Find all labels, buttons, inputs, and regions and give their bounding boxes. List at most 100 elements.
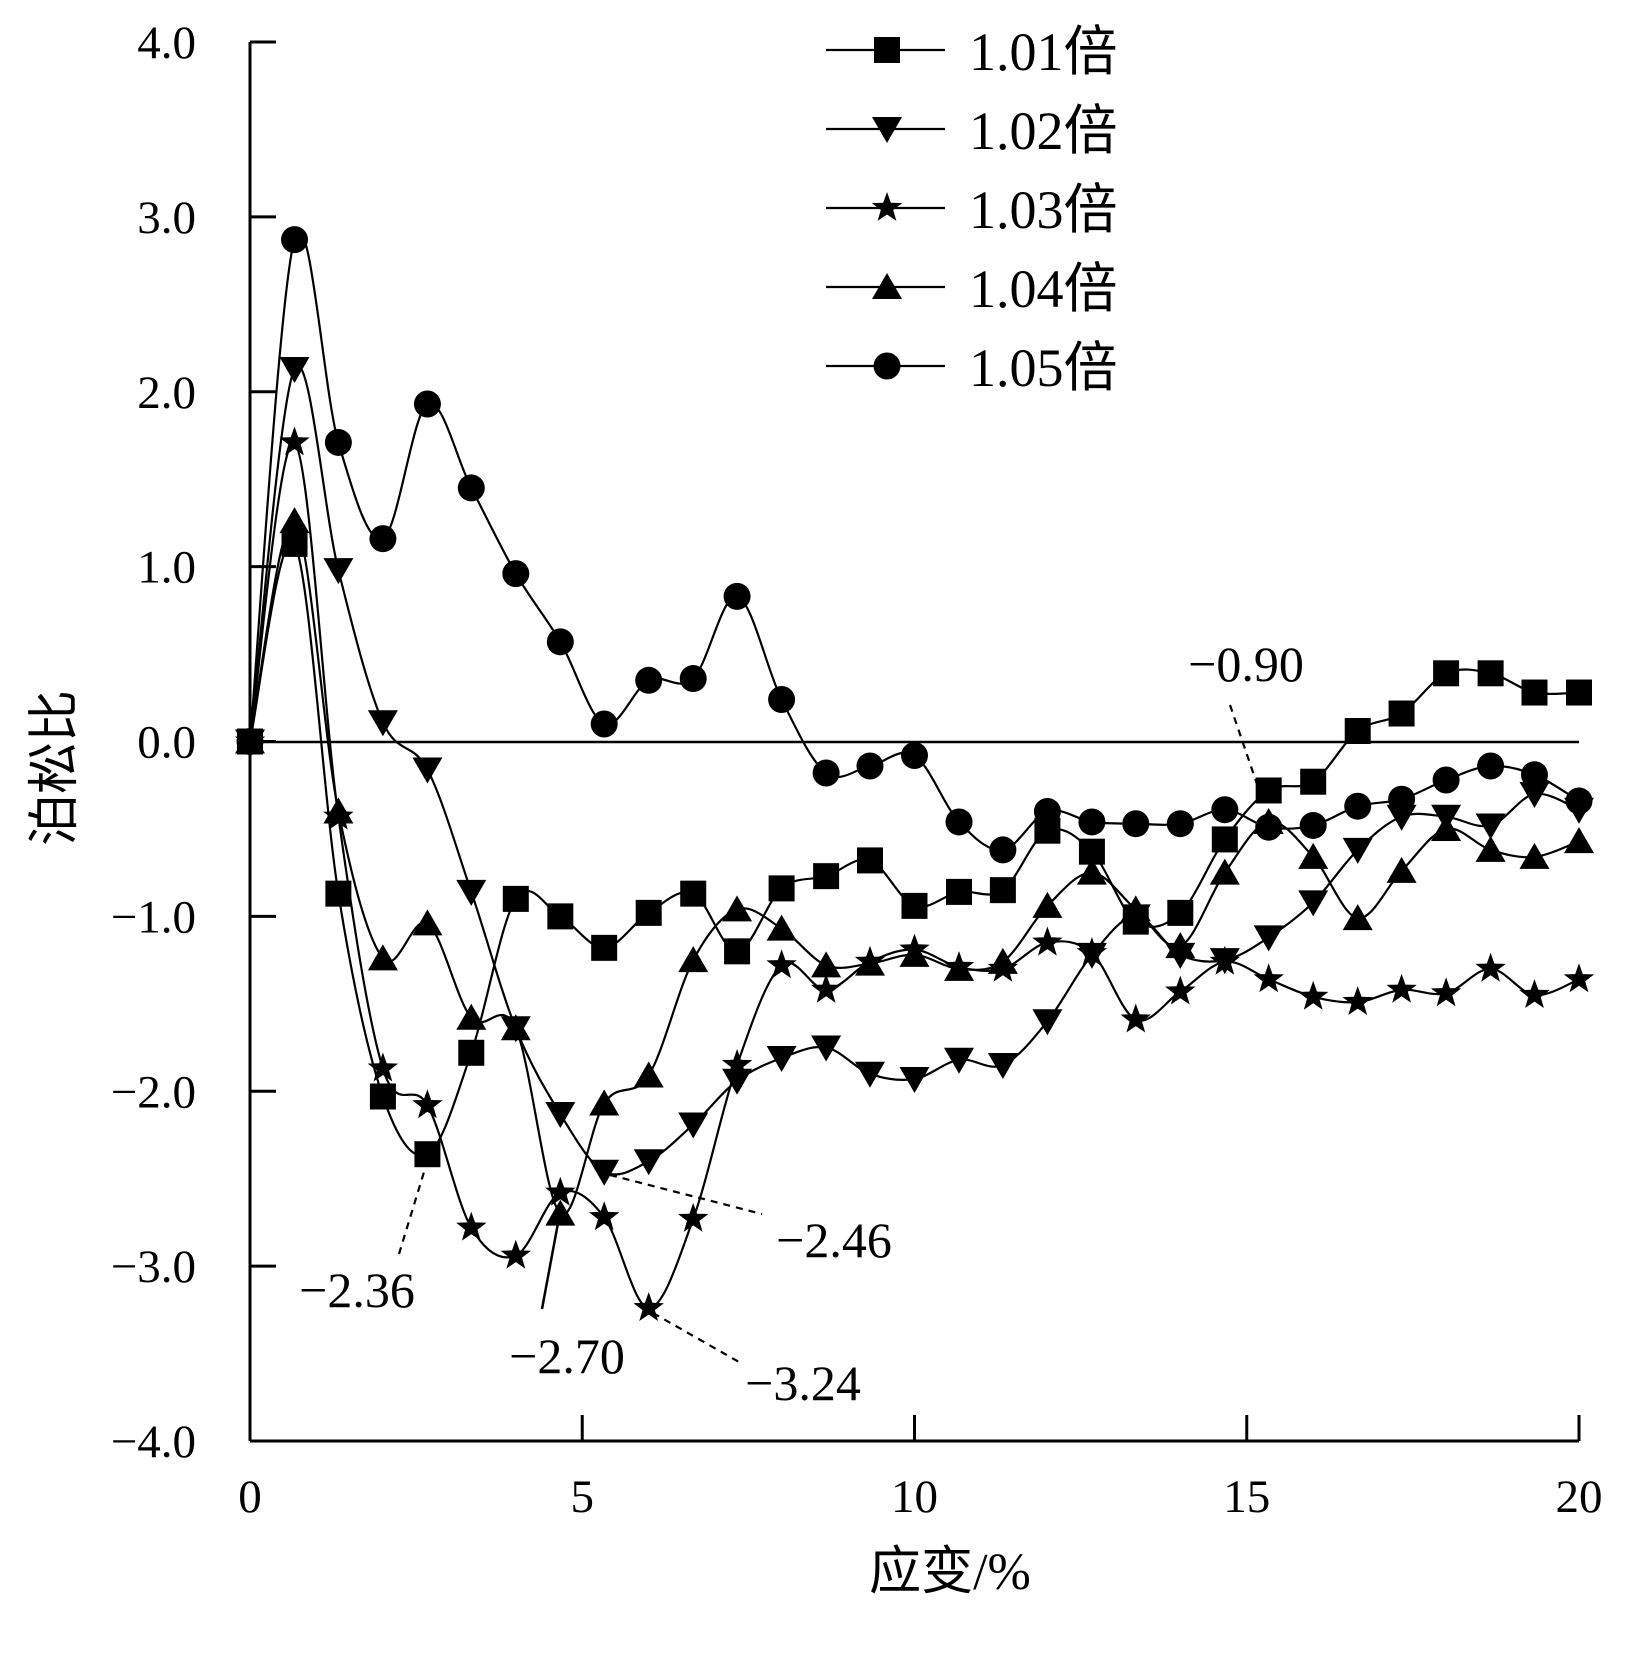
data-point-1-02 bbox=[1342, 837, 1373, 864]
data-point-1-04 bbox=[987, 947, 1018, 974]
data-point-1-01 bbox=[1167, 899, 1194, 926]
data-point-1-04 bbox=[1165, 932, 1196, 959]
data-point-1-01 bbox=[458, 1039, 485, 1066]
data-point-1-03 bbox=[721, 1049, 753, 1078]
data-point-1-04 bbox=[722, 895, 753, 922]
legend-star-icon bbox=[871, 192, 903, 221]
data-point-1-02 bbox=[678, 1112, 709, 1139]
data-point-1-03 bbox=[1475, 952, 1506, 982]
annotation-leader-line bbox=[652, 1312, 740, 1363]
data-point-1-01 bbox=[1433, 660, 1460, 687]
y-tick-label: −4.0 bbox=[111, 1416, 196, 1468]
legend-marker bbox=[873, 352, 901, 380]
data-point-1-02 bbox=[1519, 781, 1550, 808]
series-points-1-02 bbox=[235, 357, 1594, 1186]
data-point-1-05 bbox=[812, 759, 840, 787]
data-point-1-05 bbox=[1255, 813, 1283, 841]
data-point-1-05 bbox=[413, 390, 441, 418]
annotation-label: −2.46 bbox=[776, 1212, 892, 1268]
data-point-1-05 bbox=[856, 752, 884, 780]
series-points-1-03 bbox=[234, 426, 1595, 1321]
data-point-1-04 bbox=[500, 1014, 531, 1041]
data-point-1-03 bbox=[1563, 963, 1595, 993]
data-point-1-01 bbox=[1521, 679, 1548, 706]
data-point-1-01 bbox=[369, 1083, 396, 1110]
data-point-1-04 bbox=[1431, 814, 1462, 841]
data-point-1-04 bbox=[1209, 858, 1240, 885]
data-point-1-04 bbox=[854, 949, 885, 976]
data-point-1-01 bbox=[813, 863, 840, 890]
data-point-1-04 bbox=[633, 1061, 664, 1088]
data-point-1-03 bbox=[678, 1202, 709, 1232]
data-point-1-03 bbox=[1076, 937, 1108, 966]
data-point-1-05 bbox=[1520, 761, 1548, 789]
data-point-1-03 bbox=[1342, 986, 1373, 1015]
data-point-1-01 bbox=[1211, 826, 1238, 853]
annotation-label: −0.90 bbox=[1188, 636, 1304, 692]
data-point-1-03 bbox=[1032, 926, 1063, 956]
series-line-1-04 bbox=[248, 520, 1580, 1216]
data-point-1-01 bbox=[1477, 660, 1504, 687]
data-point-1-04 bbox=[1475, 835, 1506, 862]
legend-item: 1.04倍 bbox=[826, 259, 1118, 319]
data-point-1-04 bbox=[1342, 904, 1373, 931]
data-point-1-05 bbox=[1388, 785, 1416, 813]
data-point-1-03 bbox=[589, 1201, 620, 1231]
legend-triangle-up-icon bbox=[872, 273, 902, 299]
data-point-1-04 bbox=[766, 914, 797, 941]
annotation-label: −2.70 bbox=[509, 1328, 625, 1384]
data-point-1-04 bbox=[456, 1003, 487, 1030]
data-point-1-02 bbox=[854, 1061, 885, 1088]
data-point-1-03 bbox=[1386, 973, 1417, 1003]
data-point-1-01 bbox=[1255, 777, 1282, 804]
legend-label: 1.02倍 bbox=[969, 101, 1118, 161]
data-point-1-04 bbox=[678, 946, 709, 973]
data-point-1-03 bbox=[545, 1176, 576, 1206]
data-point-1-05 bbox=[1166, 810, 1194, 838]
data-point-1-01 bbox=[768, 875, 795, 902]
data-point-1-03 bbox=[367, 1052, 399, 1082]
data-point-1-05 bbox=[679, 665, 707, 693]
x-tick-label: 5 bbox=[571, 1471, 595, 1523]
data-point-1-01 bbox=[325, 880, 352, 907]
data-point-1-02 bbox=[1032, 1009, 1063, 1036]
legend-label: 1.03倍 bbox=[969, 180, 1118, 240]
data-point-1-04 bbox=[1076, 858, 1107, 885]
data-point-1-02 bbox=[545, 1101, 576, 1128]
data-point-1-02 bbox=[944, 1047, 975, 1074]
data-point-1-02 bbox=[1386, 804, 1417, 831]
data-point-1-04 bbox=[323, 797, 354, 824]
data-point-1-02 bbox=[811, 1035, 842, 1062]
legend-item: 1.01倍 bbox=[826, 22, 1118, 82]
data-point-1-01 bbox=[502, 885, 529, 912]
x-tick-label: 10 bbox=[891, 1471, 938, 1523]
annotation-label: −2.36 bbox=[299, 1262, 415, 1318]
data-point-1-05 bbox=[281, 226, 309, 254]
data-point-1-03 bbox=[279, 426, 310, 456]
annotation-leader-line bbox=[540, 1206, 563, 1310]
legend-circle-icon bbox=[873, 352, 901, 380]
data-point-1-01 bbox=[724, 938, 751, 965]
data-point-1-05 bbox=[324, 428, 352, 456]
data-point-1-03 bbox=[1298, 980, 1329, 1010]
axis-ticks: 4.0 3.0 2.0 1.0 0.0 −1.0 −2.0 −3.0 −4.0 0 5 10 15 20 bbox=[111, 17, 1603, 1523]
legend-triangle-down-icon bbox=[872, 117, 902, 143]
data-point-1-03 bbox=[633, 1292, 664, 1321]
data-point-1-02 bbox=[412, 757, 443, 784]
data-point-1-02 bbox=[367, 710, 398, 737]
legend-label: 1.01倍 bbox=[969, 22, 1118, 82]
y-axis-title: 泊松比 bbox=[27, 690, 84, 846]
data-point-1-05 bbox=[1432, 766, 1460, 794]
data-point-1-04 bbox=[899, 940, 930, 967]
legend: 1.01倍 1.02倍 1.03倍 1.04倍 1.05倍 bbox=[826, 22, 1118, 398]
data-point-1-01 bbox=[1344, 718, 1371, 745]
data-point-1-02 bbox=[1475, 813, 1506, 840]
x-tick-label: 0 bbox=[238, 1471, 262, 1523]
data-point-1-02 bbox=[1253, 925, 1284, 952]
legend-label: 1.05倍 bbox=[969, 338, 1118, 398]
data-point-1-05 bbox=[945, 808, 973, 836]
legend-label: 1.04倍 bbox=[969, 259, 1118, 319]
legend-marker bbox=[874, 37, 900, 63]
data-point-1-01 bbox=[1300, 768, 1327, 795]
data-point-1-01 bbox=[547, 903, 574, 930]
